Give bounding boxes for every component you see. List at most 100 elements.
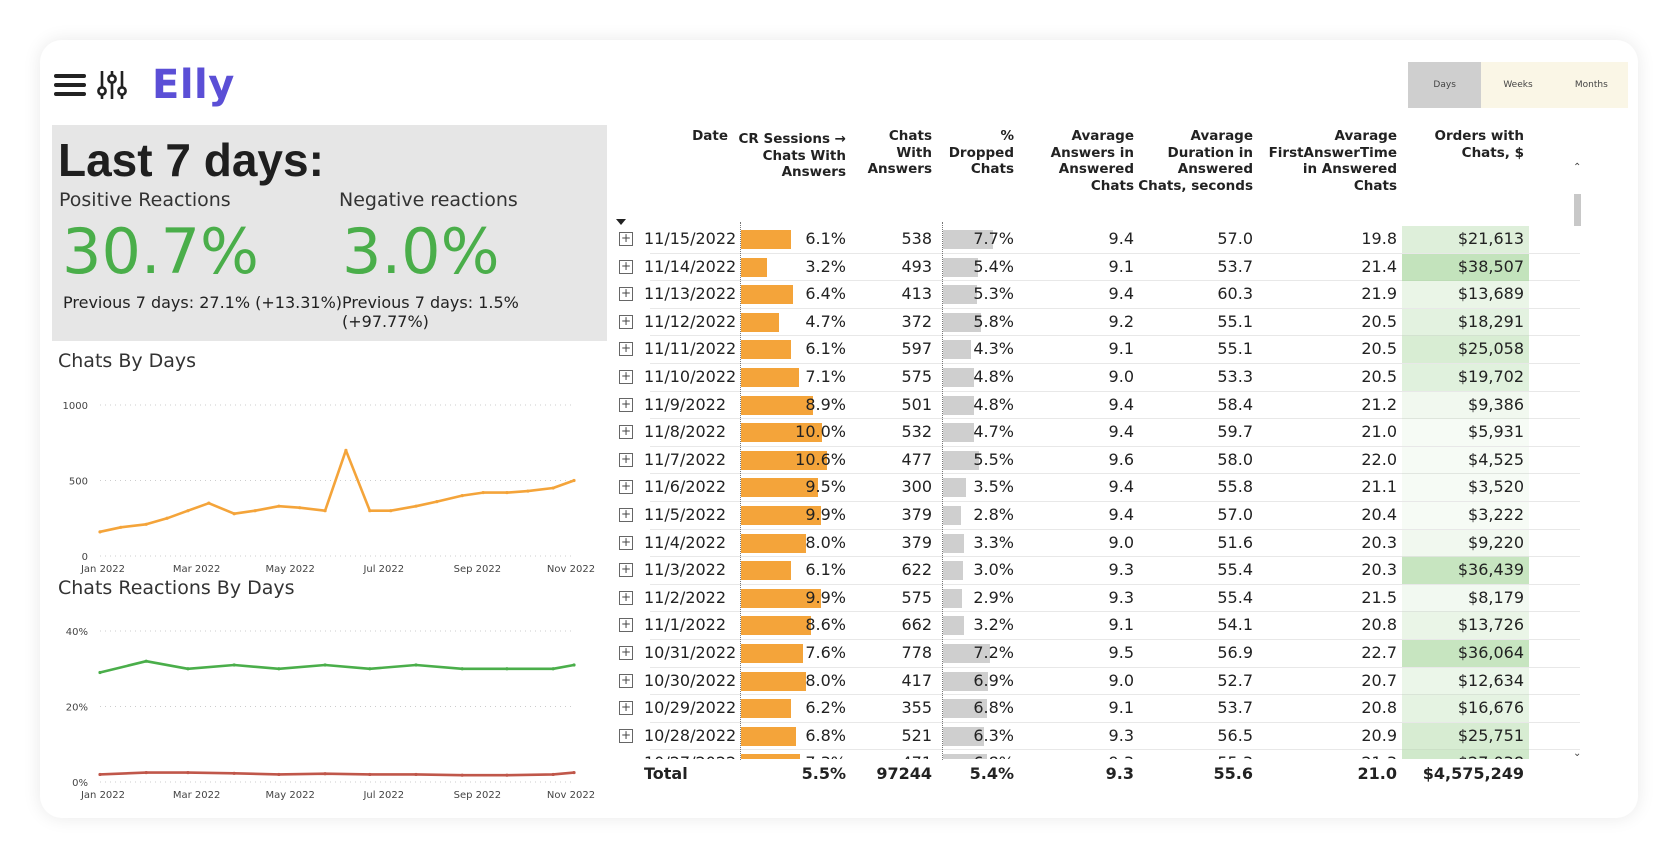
cell-first-answer: 20.5	[1361, 339, 1397, 359]
header-date[interactable]: Date	[692, 128, 728, 144]
sliders-filter-icon[interactable]	[94, 67, 130, 103]
orders-highlight	[1402, 612, 1529, 640]
dropped-bar	[943, 312, 981, 332]
negative-reactions-value: 3.0%	[342, 215, 500, 288]
expand-row-icon[interactable]: +	[619, 589, 633, 605]
cell-cr: 8.9%	[805, 394, 846, 414]
cell-date: 11/13/2022	[644, 284, 737, 304]
data-point	[460, 494, 464, 498]
expand-row-icon[interactable]: +	[619, 727, 633, 743]
cell-chats: 597	[901, 339, 932, 359]
cell-date: 11/12/2022	[644, 311, 737, 331]
header-first-answer-time[interactable]: Avarage FirstAnswerTime in Answered Chat…	[1268, 128, 1397, 194]
cell-date: 10/27/2022	[644, 753, 736, 759]
y-tick-label: 40%	[66, 627, 88, 638]
series-line	[99, 449, 575, 534]
row-divider	[650, 528, 1580, 530]
orders-highlight	[1402, 557, 1529, 585]
data-point	[232, 771, 236, 775]
expand-row-icon[interactable]: +	[619, 562, 633, 578]
cell-cr: 10.6%	[795, 449, 846, 469]
cr-bar	[741, 368, 799, 387]
cell-date: 11/9/2022	[644, 394, 727, 414]
expand-row-icon[interactable]: +	[619, 617, 633, 633]
period-days-button[interactable]: Days	[1408, 62, 1482, 108]
cell-orders: $38,507	[1457, 256, 1524, 276]
expand-row-icon[interactable]: +	[619, 424, 633, 440]
cell-dropped: 4.8%	[973, 394, 1014, 414]
expand-row-icon[interactable]: +	[619, 396, 633, 412]
header-average-answers[interactable]: Avarage Answers in Answered Chats	[1050, 128, 1134, 194]
expand-row-icon[interactable]: +	[619, 672, 633, 688]
expand-row-icon[interactable]: +	[619, 286, 633, 302]
data-point	[207, 501, 211, 505]
data-point	[526, 489, 530, 493]
expand-row-icon[interactable]: +	[619, 341, 633, 357]
cell-duration: 55.3	[1217, 753, 1253, 759]
cell-answers: 9.3	[1108, 587, 1134, 607]
cell-orders: $3,520	[1468, 477, 1524, 497]
chats-by-days-title: Chats By Days	[58, 350, 197, 372]
table-scrollbar[interactable]: ⌃ ⌄	[1572, 162, 1583, 762]
cell-chats: 417	[901, 670, 932, 690]
hamburger-menu-icon[interactable]	[52, 67, 88, 103]
header-cr-sessions[interactable]: CR Sessions → Chats With Answers	[738, 131, 846, 180]
header-orders-with-chats[interactable]: Orders with Chats, $	[1434, 128, 1524, 161]
cell-answers: 9.4	[1108, 284, 1134, 304]
expand-row-icon[interactable]: +	[619, 534, 633, 550]
cell-orders: $8,179	[1468, 587, 1524, 607]
expand-row-icon[interactable]: +	[619, 258, 633, 274]
cell-first-answer: 20.8	[1361, 698, 1397, 718]
sort-descending-icon[interactable]	[616, 212, 626, 225]
row-divider	[650, 335, 1580, 337]
orders-highlight	[1402, 336, 1529, 364]
cr-bar	[741, 478, 819, 498]
scrollbar-thumb[interactable]	[1574, 194, 1581, 226]
x-tick-label: Nov 2022	[547, 790, 595, 801]
cell-date: 11/8/2022	[644, 422, 727, 442]
dropped-bar	[943, 588, 962, 608]
cell-chats: 355	[901, 698, 932, 718]
total-label: Total	[644, 764, 688, 784]
orders-highlight	[1402, 419, 1529, 447]
expand-row-icon[interactable]: +	[619, 369, 633, 384]
expand-row-icon[interactable]: +	[619, 507, 633, 522]
row-divider	[650, 501, 1580, 502]
cell-dropped: 2.9%	[973, 587, 1014, 607]
expand-row-icon[interactable]: +	[619, 700, 633, 716]
chevron-up-icon[interactable]: ⌃	[1573, 162, 1582, 173]
cell-first-answer: 22.0	[1361, 449, 1397, 469]
cell-dropped: 3.0%	[973, 560, 1014, 580]
cell-first-answer: 21.9	[1361, 284, 1397, 304]
cell-chats: 622	[901, 560, 932, 580]
data-point	[323, 663, 327, 667]
header-chats-with-answers[interactable]: Chats With Answers	[867, 128, 932, 177]
header-dropped-chats[interactable]: % Dropped Chats	[948, 128, 1014, 177]
cell-orders: $36,064	[1457, 643, 1524, 662]
partial-row: 10/27/2022 7.3% 471 6.8% 9.3 55.3 21.3 $27,038	[612, 750, 1638, 760]
app-logo: Elly	[152, 62, 235, 108]
cell-date: 11/7/2022	[644, 449, 727, 469]
cell-date: 11/6/2022	[644, 477, 727, 497]
expand-row-icon[interactable]: +	[619, 451, 633, 467]
cell-duration: 55.4	[1217, 560, 1253, 580]
cell-dropped: 2.8%	[973, 505, 1014, 524]
total-answers: 9.3	[1105, 764, 1134, 784]
expand-row-icon[interactable]: +	[619, 231, 633, 246]
expand-row-icon[interactable]: +	[619, 479, 633, 495]
period-weeks-button[interactable]: Weeks	[1481, 62, 1555, 108]
cell-duration: 55.4	[1217, 587, 1253, 607]
chevron-down-icon[interactable]: ⌄	[1573, 748, 1582, 759]
expand-row-icon[interactable]: +	[619, 645, 633, 660]
cell-answers: 9.1	[1108, 256, 1134, 276]
period-months-button[interactable]: Months	[1554, 62, 1628, 108]
cell-orders: $18,291	[1457, 311, 1524, 331]
header-average-duration[interactable]: Avarage Duration in Answered Chats, seco…	[1138, 128, 1253, 194]
dropped-bar	[943, 671, 988, 691]
total-orders: $4,575,249	[1422, 764, 1524, 784]
data-point	[481, 490, 485, 495]
cell-orders: $19,702	[1457, 367, 1524, 386]
cr-bar	[741, 671, 806, 691]
row-divider	[650, 418, 1580, 420]
expand-row-icon[interactable]: +	[619, 313, 633, 329]
